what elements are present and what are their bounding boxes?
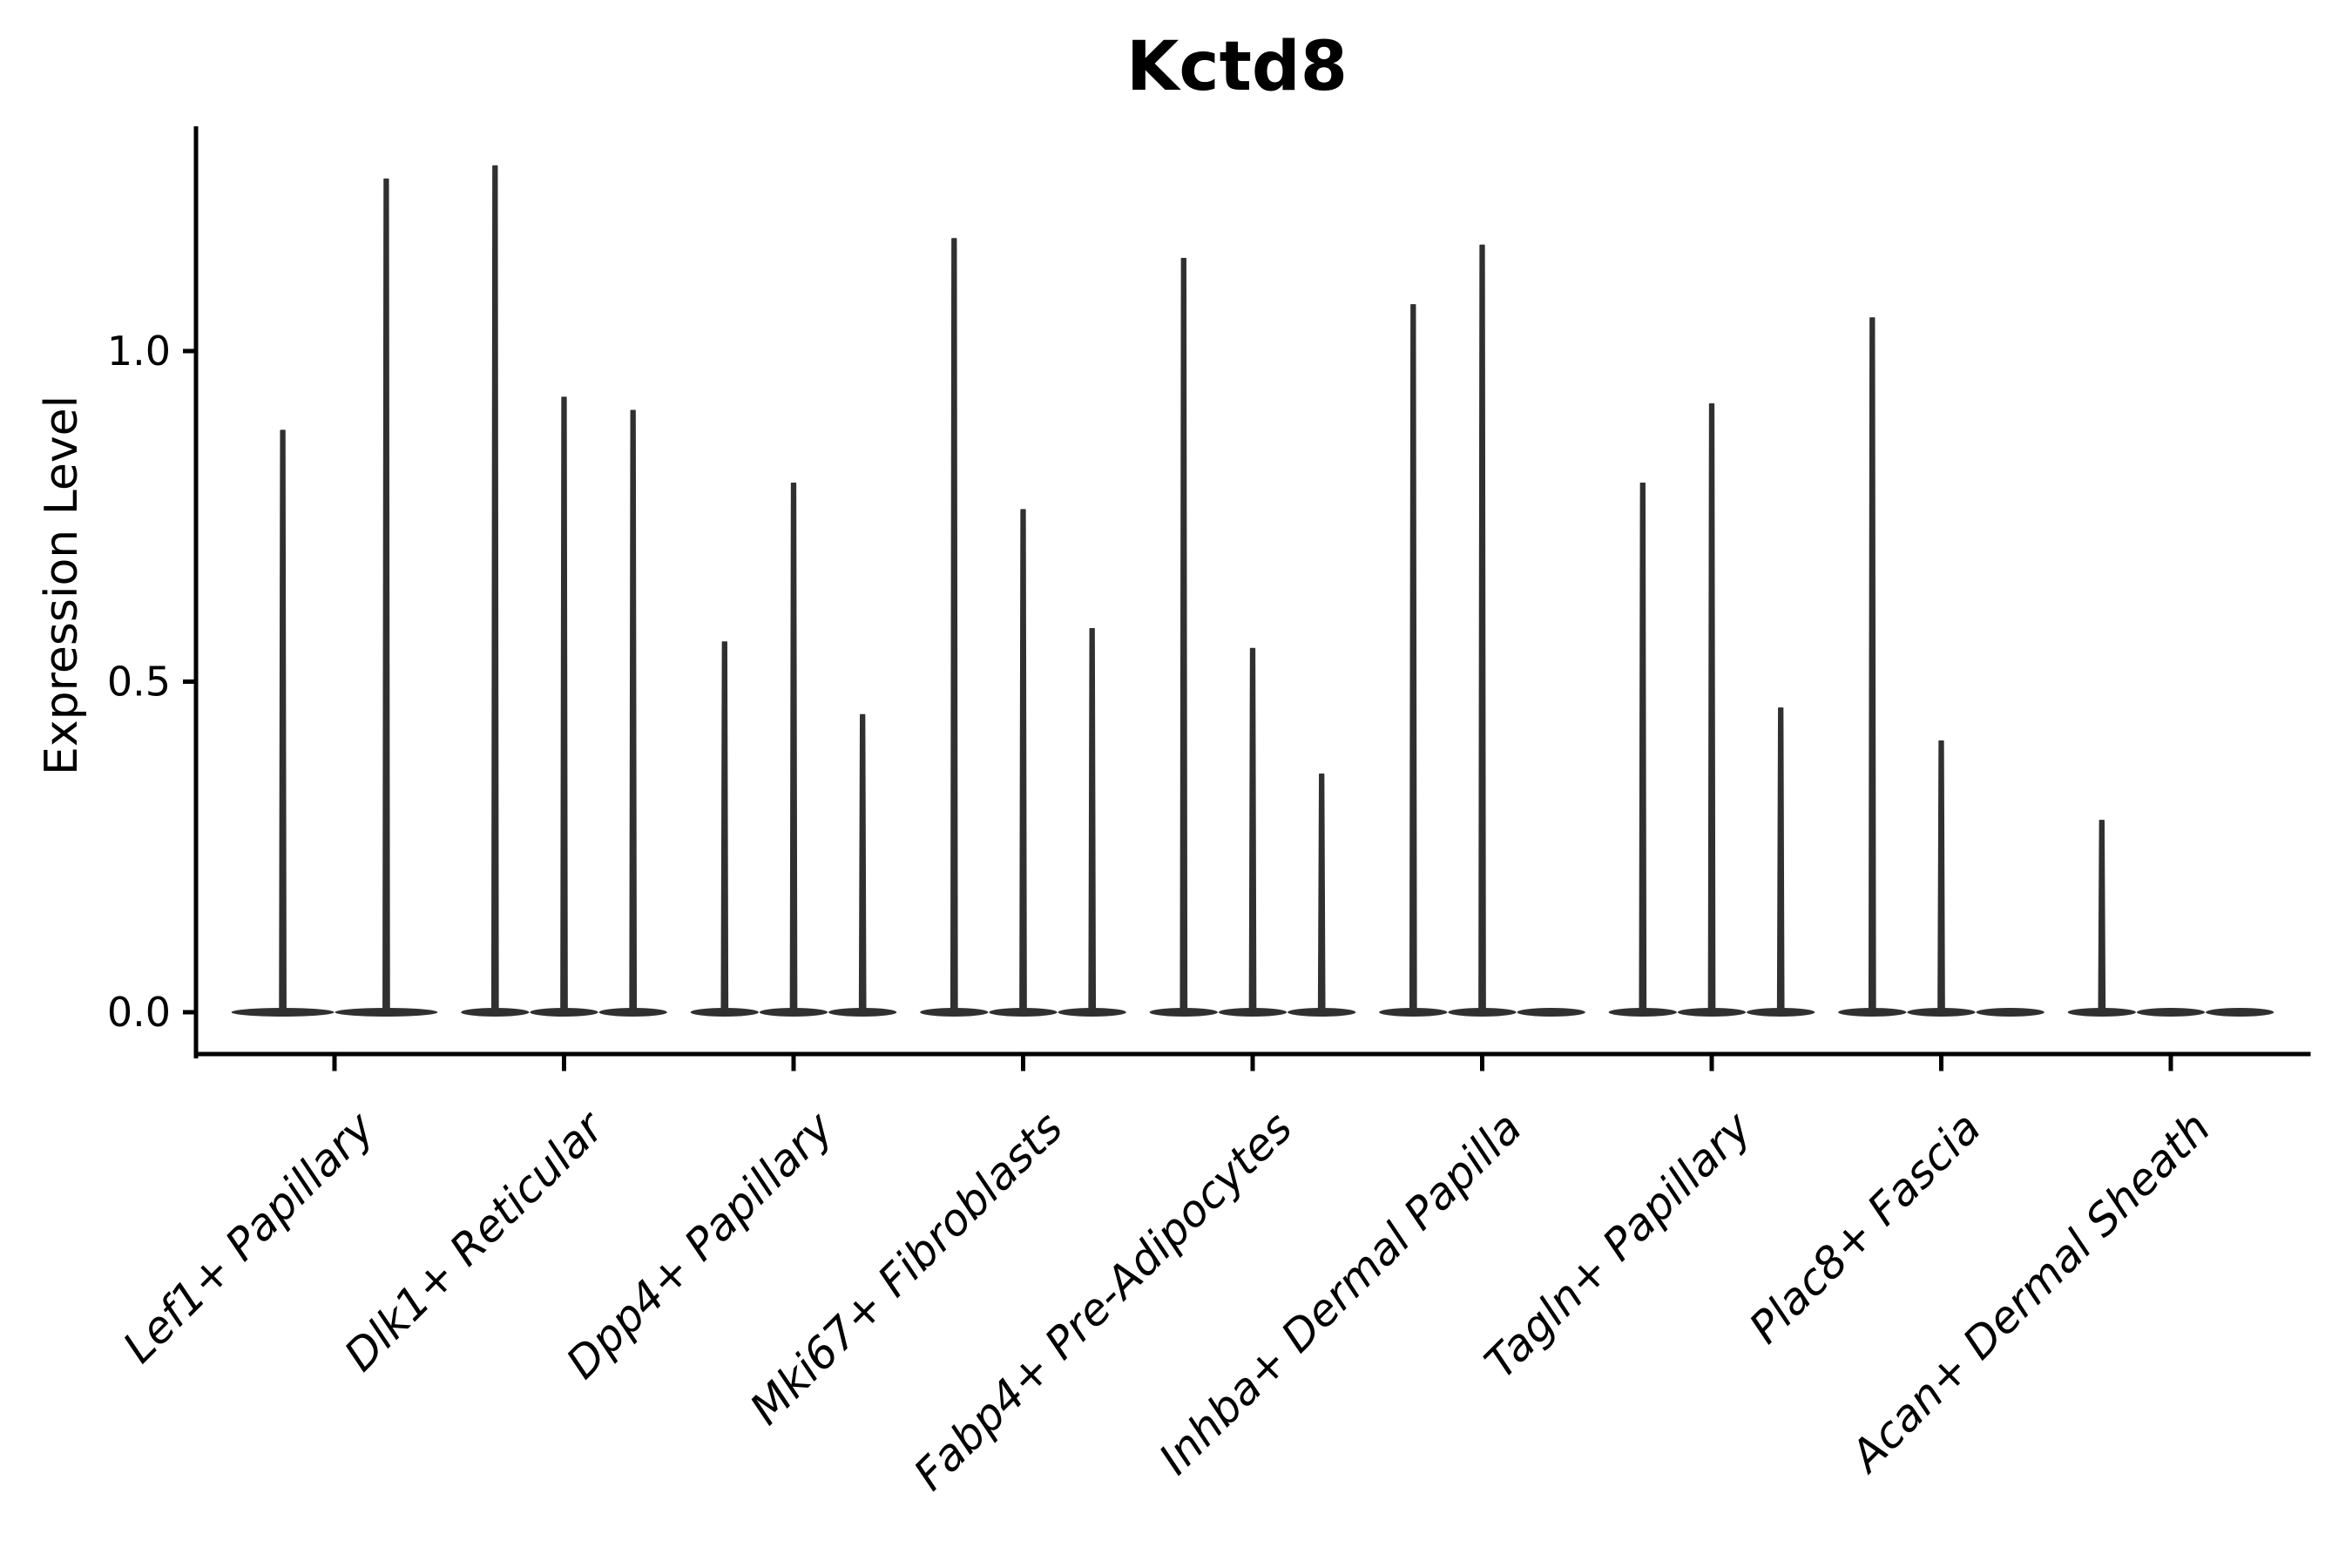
violin-spike xyxy=(560,396,568,1013)
violin-spike xyxy=(1088,628,1097,1013)
violin-group xyxy=(2067,820,2274,1017)
violin-spike xyxy=(1639,483,1647,1013)
y-tick-label: 0.5 xyxy=(107,659,171,706)
x-tick-mark xyxy=(1021,1056,1025,1071)
violin-spike xyxy=(1937,740,1945,1013)
violin-base xyxy=(2136,1008,2206,1017)
violin-spike xyxy=(382,178,390,1013)
violin-group xyxy=(690,483,897,1017)
y-tick-mark xyxy=(183,1010,196,1015)
violin-group xyxy=(920,238,1126,1017)
plot-area xyxy=(231,165,2274,1017)
x-tick-mark xyxy=(332,1056,337,1071)
violin-spike xyxy=(1478,244,1486,1013)
violin-spike xyxy=(490,165,499,1013)
y-tick-mark xyxy=(183,348,196,354)
x-tick-label: Plac8+ Fascia xyxy=(1740,1102,1990,1353)
violin-base xyxy=(2206,1008,2274,1017)
violin-group xyxy=(1608,402,1815,1017)
violin-spike xyxy=(720,641,729,1013)
violin-base xyxy=(1976,1008,2044,1017)
violin-group xyxy=(1838,317,2044,1017)
violin-spike xyxy=(1707,402,1716,1013)
y-tick-label: 1.0 xyxy=(107,328,171,375)
x-tick-mark xyxy=(1480,1056,1484,1071)
x-tick-mark xyxy=(1709,1056,1714,1071)
violin-spike xyxy=(858,713,867,1013)
x-tick-label: Fabp4+ Pre-Adipocytes xyxy=(904,1102,1302,1500)
violin-spike xyxy=(279,429,287,1013)
y-axis-ticks: 0.0 0.5 1.0 xyxy=(107,328,196,1036)
y-axis-label: Expression Level xyxy=(36,395,88,775)
y-tick-label: 0.0 xyxy=(107,989,171,1036)
violin-base xyxy=(1517,1008,1585,1017)
violin-spike xyxy=(950,238,958,1013)
violin-spike xyxy=(2098,820,2106,1013)
violin-spike xyxy=(629,409,638,1013)
x-tick-label: Inhba+ Dermal Papilla xyxy=(1150,1102,1531,1484)
x-tick-mark xyxy=(1250,1056,1255,1071)
violin-spike xyxy=(1317,774,1326,1013)
bottom-spine xyxy=(193,1051,2311,1057)
x-tick-mark xyxy=(791,1056,796,1071)
violin-group xyxy=(461,165,667,1017)
violin-group xyxy=(1379,244,1585,1017)
violin-group xyxy=(1149,257,1356,1017)
x-tick-mark xyxy=(1939,1056,1943,1071)
violin-spike xyxy=(1248,647,1257,1013)
violin-spike xyxy=(789,483,798,1013)
violin-spike xyxy=(1409,304,1417,1013)
x-tick-mark xyxy=(562,1056,566,1071)
violin-group xyxy=(231,178,438,1017)
y-tick-mark xyxy=(183,679,196,684)
x-tick-label: Lef1+ Papillary xyxy=(113,1101,384,1372)
axes-spines xyxy=(193,126,2311,1058)
violin-spike xyxy=(1868,317,1876,1013)
violin-spike xyxy=(1776,707,1785,1013)
violin-spike xyxy=(1179,257,1188,1013)
violin-spike xyxy=(1019,509,1027,1013)
left-spine xyxy=(193,126,199,1058)
x-tick-mark xyxy=(2168,1056,2173,1071)
chart-title: Kctd8 xyxy=(1126,28,1348,106)
